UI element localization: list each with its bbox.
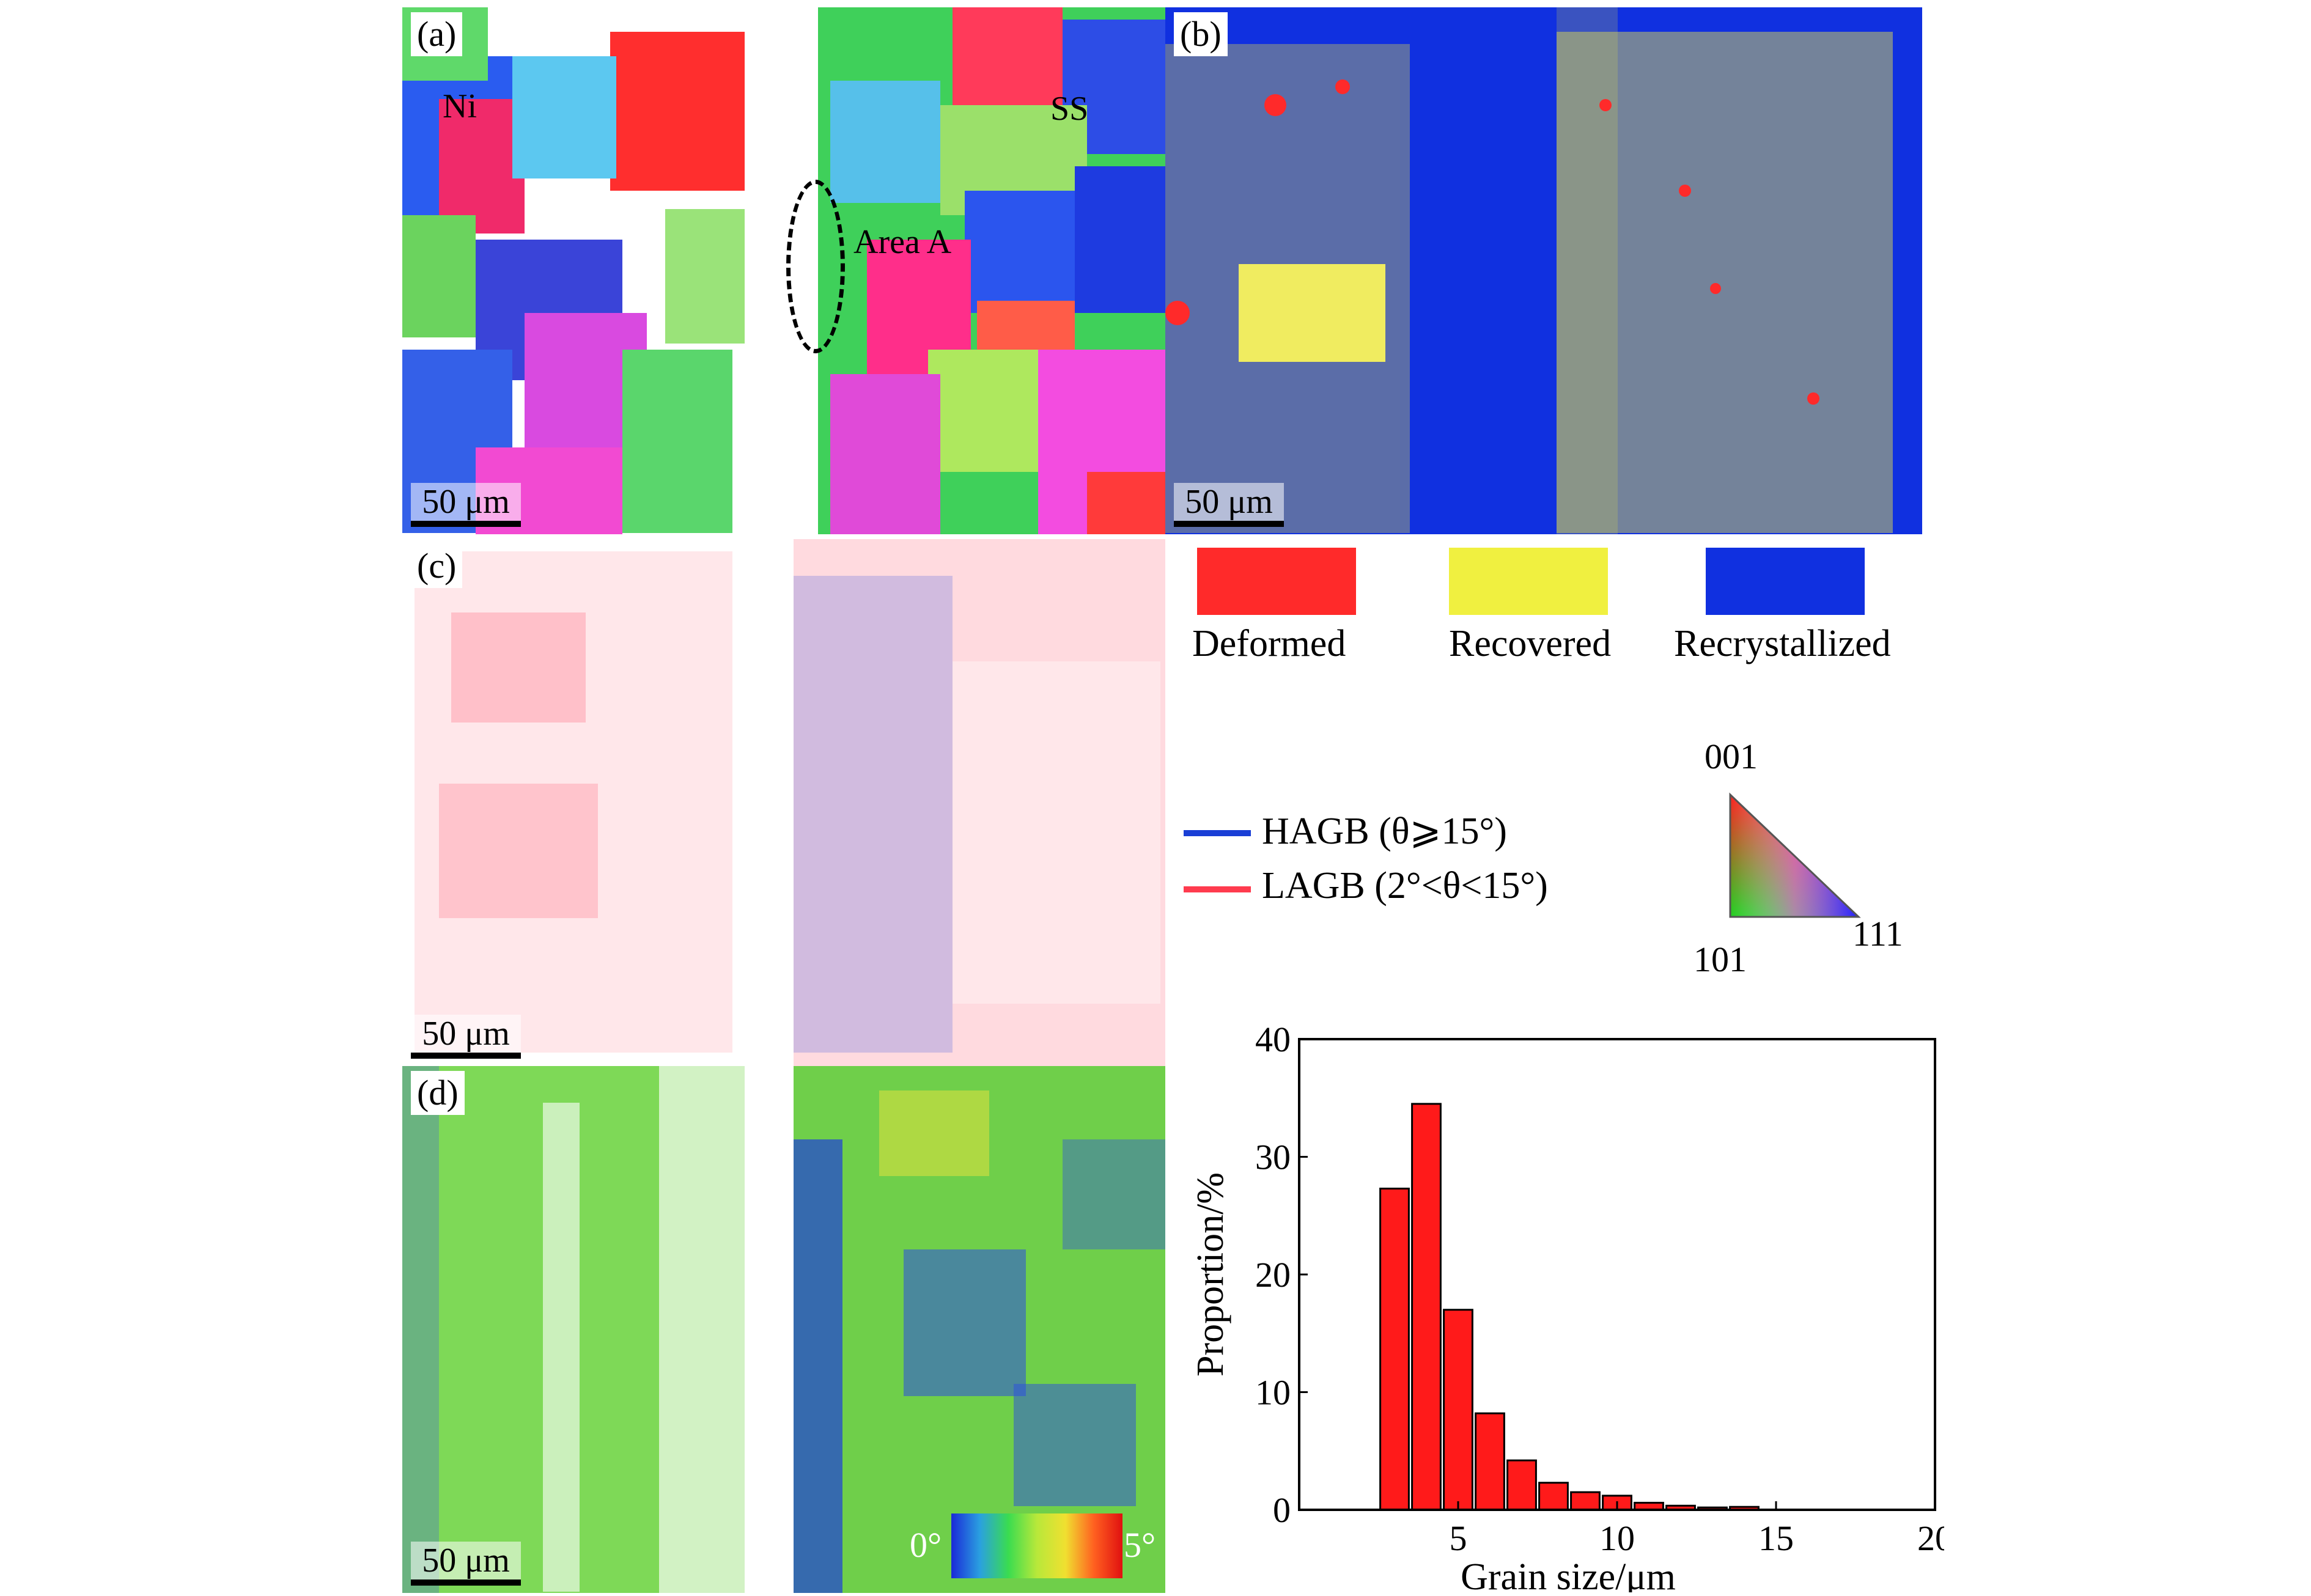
grain-size-histogram: 0 10 20 30 40 5 10 15 20 Grain size/μm Proportio… [1190, 1020, 1944, 1592]
hagb-label: HAGB (θ⩾15°) [1262, 811, 1507, 852]
panel-d-kam-map: (d) 50 μm 0° 5° [402, 1066, 1165, 1593]
ipf-map-image [402, 7, 1165, 534]
x-tick-label: 10 [1599, 1518, 1635, 1558]
y-tick-label: 40 [1255, 1020, 1291, 1059]
histogram-bar [1570, 1491, 1601, 1511]
panel-c-scale-bar: 50 μm [411, 1015, 521, 1059]
panel-b-recrystallization-map: (b) 50 μm [1165, 7, 1922, 534]
kam-colorbar-min: 0° [910, 1525, 942, 1565]
legend-swatch-deformed [1197, 548, 1356, 615]
panel-a-scale-text: 50 μm [411, 483, 521, 521]
area-a-annotation: Area A [853, 223, 952, 261]
histogram-bar [1475, 1412, 1505, 1511]
y-axis-label: Proportion/% [1190, 1172, 1231, 1377]
x-tick-label: 20 [1917, 1518, 1944, 1558]
y-tick-label: 20 [1255, 1255, 1291, 1295]
legend-swatch-recrystallized [1706, 548, 1865, 615]
panel-a-ipf-map: (a) Ni SS Area A 50 μm [402, 7, 1165, 534]
ipf-triangle [1729, 792, 1861, 918]
histogram-bars [1379, 1103, 1760, 1511]
x-tick-label: 5 [1450, 1518, 1467, 1558]
ipf-label-001: 001 [1705, 737, 1758, 776]
panel-d-scale-line [411, 1579, 521, 1586]
lagb-line [1184, 886, 1251, 892]
panel-b-label: (b) [1174, 12, 1228, 56]
histogram-bar [1443, 1309, 1473, 1511]
panel-c-scale-text: 50 μm [411, 1015, 521, 1053]
y-tick-label: 30 [1255, 1138, 1291, 1177]
histogram-bar [1411, 1103, 1442, 1511]
panel-a-scale-bar: 50 μm [411, 483, 521, 527]
ss-annotation: SS [1050, 90, 1089, 128]
panel-b-scale-bar: 50 μm [1174, 483, 1284, 527]
panel-a-scale-line [411, 521, 521, 527]
ipf-label-101: 101 [1694, 940, 1747, 979]
panel-a-label: (a) [411, 12, 463, 56]
panel-d-scale-text: 50 μm [411, 1542, 521, 1579]
x-tick-label: 15 [1758, 1518, 1794, 1558]
panel-b-scale-line [1174, 521, 1284, 527]
recrystallization-map-image [1165, 7, 1922, 534]
hagb-line [1184, 830, 1251, 836]
panel-c-scale-line [411, 1053, 521, 1059]
y-tick-label: 10 [1255, 1373, 1291, 1413]
panel-c-grain-boundary-map: (c) 50 μm [402, 539, 1165, 1066]
histogram-bar [1538, 1482, 1569, 1511]
plot-frame [1298, 1038, 1936, 1511]
histogram-bar [1506, 1459, 1537, 1511]
panel-c-label: (c) [411, 544, 463, 588]
ni-annotation: Ni [443, 87, 477, 125]
lagb-label: LAGB (2°<θ<15°) [1262, 865, 1548, 906]
kam-colorbar-max: 5° [1124, 1525, 1156, 1565]
panel-d-label: (d) [411, 1071, 465, 1115]
panel-d-scale-bar: 50 μm [411, 1542, 521, 1586]
area-a-ellipse [786, 180, 845, 353]
legend-label-recovered: Recovered [1449, 623, 1612, 664]
kam-map-image [402, 1066, 1165, 1593]
legend-label-recrystallized: Recrystallized [1674, 623, 1891, 664]
grain-boundary-map-image [402, 539, 1165, 1066]
y-tick-label: 0 [1273, 1490, 1291, 1530]
histogram-bar [1379, 1187, 1410, 1511]
legend-label-deformed: Deformed [1192, 623, 1346, 664]
legend-swatch-recovered [1449, 548, 1608, 615]
kam-colorbar [951, 1513, 1122, 1578]
x-axis-label: Grain size/μm [1461, 1556, 1676, 1592]
histogram-ticks: 0 10 20 30 40 5 10 15 20 [1255, 1020, 1944, 1558]
ipf-label-111: 111 [1852, 914, 1903, 954]
panel-b-scale-text: 50 μm [1174, 483, 1284, 521]
